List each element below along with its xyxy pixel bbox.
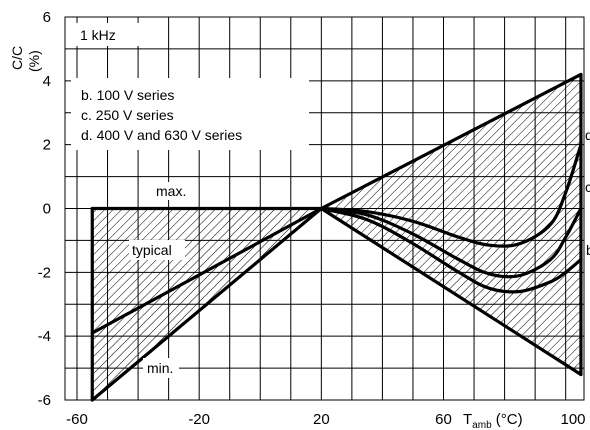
series-label-d: b: [586, 242, 590, 258]
y-tick-labels: 6 4 2 0 -2 -4 -6: [38, 9, 51, 409]
curves: [90, 72, 583, 402]
min-label-box: [143, 358, 179, 378]
frequency-box: [71, 23, 158, 46]
max-label: max.: [156, 183, 186, 199]
series-line-typical: [90, 206, 323, 335]
y-tick-label: 2: [43, 137, 51, 154]
x-tick-label: 20: [313, 411, 330, 428]
tolerance-band: [92, 74, 581, 400]
tolerance-band-hatching: [92, 74, 581, 400]
series-label-b: d: [585, 127, 590, 143]
legend-d: d. 400 V and 630 V series: [81, 127, 242, 143]
plot-frame: [64, 16, 585, 401]
y-tick-label: 4: [43, 73, 51, 90]
legend-box: [71, 78, 309, 150]
series-line-d: [319, 206, 583, 294]
max-label-box: [152, 182, 190, 200]
x-axis-label: Tamb (°C): [463, 411, 523, 430]
y-tick-label: 0: [43, 201, 51, 218]
x-tick-label: 60: [435, 411, 452, 428]
y-tick-label: -4: [38, 328, 51, 345]
legend-b: b. 100 V series: [81, 87, 174, 103]
y-tick-label: -2: [38, 264, 51, 281]
x-tick-label: -60: [66, 411, 88, 428]
frequency-label: 1 kHz: [80, 27, 116, 43]
y-tick-label: 6: [43, 9, 51, 26]
x-tick-labels: -60 -20 20 60 100: [66, 411, 585, 428]
series-label-c: c: [585, 179, 590, 195]
series-line-b: [319, 143, 583, 248]
typical-label-box: [129, 240, 185, 260]
legend-c: c. 250 V series: [81, 107, 174, 123]
typical-label: typical: [132, 242, 172, 258]
min-label: min.: [147, 360, 173, 376]
x-tick-label: 100: [560, 411, 585, 428]
y-axis-unit: (%): [26, 50, 42, 72]
y-axis-label: C/C: [9, 46, 25, 70]
x-tick-label: -20: [188, 411, 210, 428]
y-tick-label: -6: [38, 392, 51, 409]
series-line-c: [319, 206, 583, 279]
